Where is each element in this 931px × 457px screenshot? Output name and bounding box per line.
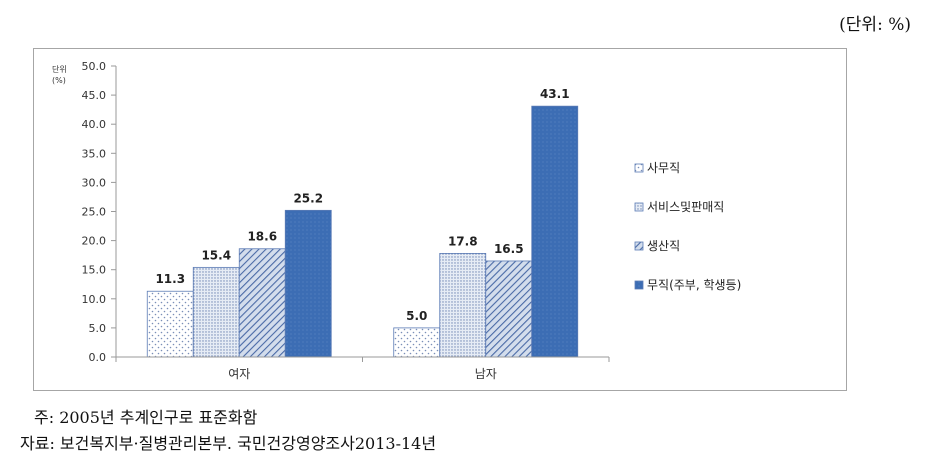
bar [192,266,240,358]
data-label: 5.0 [406,309,427,323]
y-tick-label: 5.0 [89,322,107,335]
y-tick-label: 15.0 [82,264,107,277]
x-axis: 여자 남자 [115,356,610,381]
y-axis: 0.0 5.0 10.0 15.0 20.0 25.0 30.0 35.0 40.0 45.0 50… [82,60,117,364]
unit-note: (단위: %) [839,15,911,35]
legend-label: 서비스및판매직 [647,200,724,214]
legend-swatch [634,241,644,251]
bar-chart: 단위 (%) 0.0 5.0 10.0 15.0 20.0 25.0 30.0 35.0 40.0… [52,60,741,381]
bar [439,253,487,358]
data-label: 17.8 [448,234,478,248]
y-unit-text: 단위 [52,64,67,74]
bar [238,248,286,358]
y-tick-label: 50.0 [82,60,107,73]
x-tick-label: 남자 [475,367,497,381]
y-tick-label: 30.0 [82,176,107,189]
bar [284,209,332,358]
y-tick-label: 45.0 [82,89,107,102]
data-label: 43.1 [540,87,570,101]
data-label: 18.6 [247,230,277,244]
x-tick-label: 여자 [228,367,250,381]
bar [393,327,441,358]
y-unit-label: 단위 (%) [52,64,67,85]
y-tick-label: 20.0 [82,235,107,248]
y-unit-text: (%) [52,76,66,85]
legend-label: 생산직 [647,239,680,253]
legend-swatch [634,280,644,290]
bars: 11.3 15.4 18.6 25.2 5.0 17.8 16.5 43.1 [146,87,579,358]
footnote-source: 자료: 보건복지부·질병관리본부. 국민건강영양조사2013-14년 [20,434,437,453]
data-label: 15.4 [201,248,231,262]
bar [531,105,579,358]
legend-label: 무직(주부, 학생등) [647,278,741,292]
y-tick-label: 0.0 [89,351,107,364]
data-label: 11.3 [155,272,185,286]
footnote-standardization: 주: 2005년 추계인구로 표준화함 [34,408,258,427]
data-label: 25.2 [293,191,323,205]
chart-frame: 단위 (%) 0.0 5.0 10.0 15.0 20.0 25.0 30.0 35.0 40.0… [33,48,847,391]
bar [146,290,194,358]
legend-swatch [634,202,644,212]
legend-swatch [634,163,644,173]
bar [485,260,533,358]
y-tick-label: 35.0 [82,147,107,160]
data-label: 16.5 [494,242,524,256]
legend-label: 사무직 [647,161,680,175]
y-tick-label: 10.0 [82,293,107,306]
y-tick-label: 25.0 [82,206,107,219]
y-tick-label: 40.0 [82,118,107,131]
